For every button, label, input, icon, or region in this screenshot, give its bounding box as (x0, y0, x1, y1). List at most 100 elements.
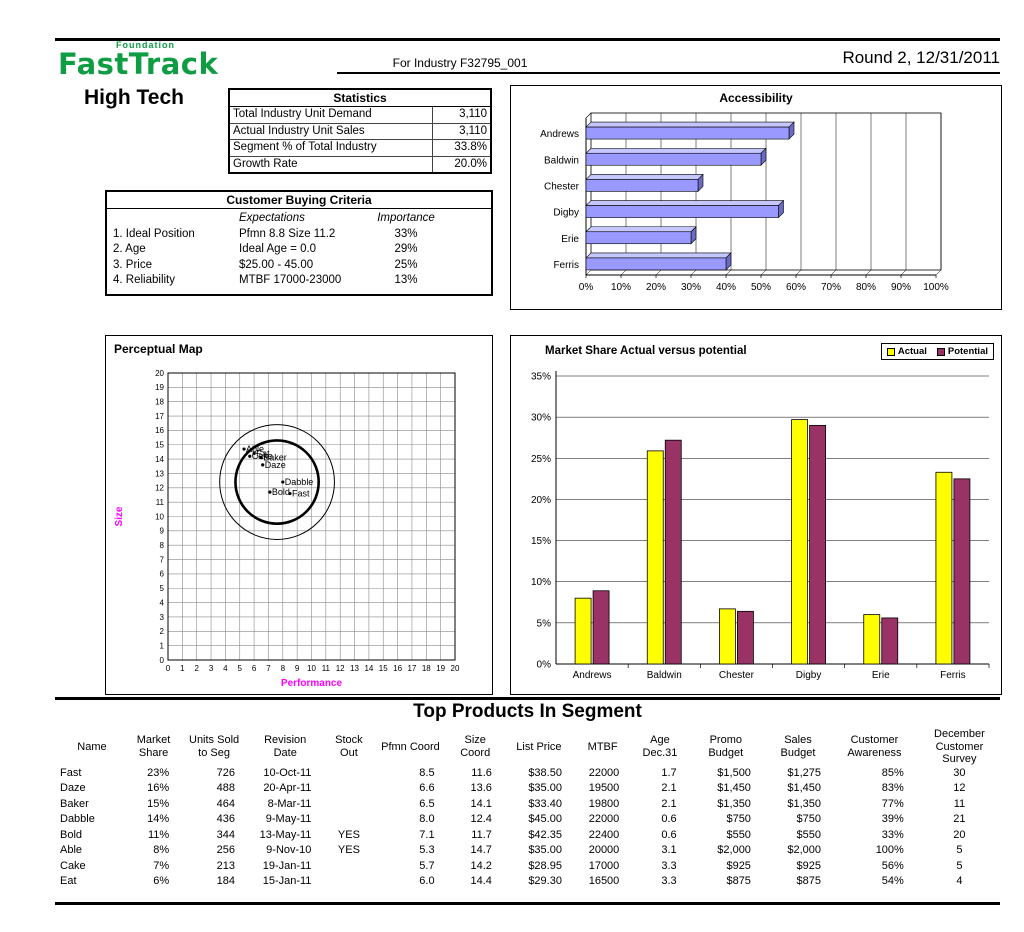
top-products-column-header: List Price (516, 740, 562, 753)
product-cell: $1,450 (787, 782, 822, 794)
svg-text:Baldwin: Baldwin (544, 155, 579, 166)
statistic-label: Growth Rate (233, 157, 298, 170)
top-products-column-header: Name (77, 740, 107, 753)
statistic-value: 3,110 (432, 123, 490, 139)
criteria-expectation: Pfmn 8.8 Size 11.2 (239, 227, 336, 240)
product-cell: 14.7 (470, 844, 492, 856)
product-cell: 15% (147, 797, 170, 810)
product-cell: Able (60, 844, 83, 856)
product-cell: $875 (726, 875, 751, 887)
product-cell: YES (337, 844, 360, 856)
top-products-title: Top Products In Segment (413, 701, 642, 722)
product-row: Baker 15% 464 8-Mar-11 6.5 14.1 $33.40 19800 2.1… (58, 797, 1003, 813)
product-row: Daze 16% 488 20-Apr-11 6.6 13.6 $35.00 19500 2.1… (58, 781, 1003, 797)
top-products-column-header: Market Share (136, 734, 171, 759)
product-cell: 256 (216, 844, 235, 856)
product-cell: 5.7 (419, 859, 435, 872)
product-cell: 85% (881, 766, 904, 779)
market-share-chart-title: Market Share Actual versus potential (545, 345, 747, 357)
product-cell: 16% (147, 782, 170, 794)
product-cell: 14% (147, 813, 170, 825)
criteria-expectation: Ideal Age = 0.0 (239, 243, 317, 255)
header-rule (337, 72, 1000, 74)
product-row: Eat 6% 184 15-Jan-11 6.0 14.4 $29.30 16500 3.3 $8… (58, 874, 1003, 890)
round-date-label: Round 2, 12/31/2011 (842, 48, 1000, 67)
product-cell: $33.40 (528, 797, 562, 810)
svg-text:5%: 5% (537, 618, 552, 629)
legend-item: Potential (936, 346, 988, 357)
product-cell: Dabble (60, 813, 95, 825)
svg-text:Erie: Erie (872, 670, 890, 681)
svg-text:2: 2 (194, 664, 199, 673)
statistic-label: Actual Industry Unit Sales (233, 124, 365, 137)
svg-text:10: 10 (307, 664, 316, 673)
product-cell: 2.1 (661, 782, 677, 794)
svg-text:0: 0 (160, 656, 165, 665)
product-cell: 14.4 (470, 875, 492, 887)
product-cell: $925 (726, 859, 751, 872)
product-cell: Baker (60, 797, 89, 810)
product-cell: 10-Oct-11 (263, 766, 312, 779)
product-cell: 464 (216, 797, 235, 810)
svg-text:11: 11 (156, 498, 165, 507)
product-cell: 13.6 (470, 782, 492, 794)
product-cell: $35.00 (528, 844, 562, 856)
perceptual-map: Perceptual Map 0 0 1 1 2 2 3 3 4 4 5 5 6 6 7 7 8 8 9 9 10 10 1… (105, 335, 493, 695)
product-cell: 488 (216, 782, 235, 794)
product-cell: 56% (881, 859, 904, 872)
svg-text:12: 12 (336, 664, 345, 673)
svg-text:70%: 70% (821, 282, 841, 293)
svg-text:30%: 30% (531, 413, 551, 424)
product-cell: Cake (60, 859, 86, 872)
statistic-value: 3,110 (432, 107, 490, 123)
product-cell: 30 (953, 766, 966, 779)
svg-text:Chester: Chester (544, 181, 580, 192)
product-cell: $29.30 (528, 875, 562, 887)
svg-text:Andrews: Andrews (540, 129, 579, 140)
top-products-column-header: Pfmn Coord (381, 740, 440, 753)
fasttrack-logo: Foundation FastTrack (58, 41, 218, 79)
svg-text:17: 17 (155, 412, 164, 421)
importance-header: Importance (377, 212, 435, 224)
product-cell: 0.6 (661, 828, 677, 841)
product-cell: 22000 (588, 813, 620, 825)
product-cell: 20 (953, 828, 966, 841)
product-cell: 22400 (588, 828, 620, 841)
svg-text:15: 15 (379, 664, 388, 673)
product-cell: 16500 (588, 875, 620, 887)
product-cell: 19500 (588, 782, 620, 794)
product-cell: $550 (796, 828, 822, 841)
logo-fasttrack-text: FastTrack (58, 47, 219, 81)
product-cell (323, 797, 374, 813)
svg-text:13: 13 (350, 664, 359, 673)
svg-text:5: 5 (160, 584, 165, 593)
svg-text:3: 3 (209, 664, 214, 673)
svg-text:17: 17 (407, 664, 416, 673)
svg-text:Cake: Cake (252, 451, 273, 461)
svg-text:7: 7 (266, 664, 271, 673)
product-cell: 8.0 (419, 813, 435, 825)
svg-text:35%: 35% (531, 372, 551, 383)
product-cell: 22000 (588, 766, 620, 779)
product-cell: $2,000 (717, 844, 751, 856)
accessibility-chart: Accessibility 0% 10% 20% 30% 40% 50% 60% 70% 80%… (510, 85, 1002, 310)
svg-text:9: 9 (295, 664, 300, 673)
product-cell: $750 (796, 813, 822, 825)
product-row: Able 8% 256 9-Nov-10 YES 5.3 14.7 $35.00 20000 3.… (58, 843, 1003, 859)
svg-text:8: 8 (281, 664, 286, 673)
criteria-importance: 33% (394, 227, 418, 240)
industry-label: For Industry F32795_001 (392, 56, 528, 70)
top-products-column-header: Age Dec.31 (642, 734, 678, 759)
product-cell: 11.6 (471, 766, 492, 779)
criteria-label: 1. Ideal Position (113, 227, 195, 240)
product-cell: $925 (796, 859, 822, 872)
criteria-label: 3. Price (113, 258, 152, 271)
product-cell: 3.1 (661, 844, 677, 856)
product-cell: $750 (726, 813, 751, 825)
statistics-table: Statistics Total Industry Unit Demand 3,1… (228, 88, 492, 174)
top-products-column-header: December Customer Survey (934, 728, 985, 765)
product-cell: 33% (881, 828, 904, 841)
product-cell: 184 (216, 875, 235, 887)
product-cell (323, 874, 374, 890)
